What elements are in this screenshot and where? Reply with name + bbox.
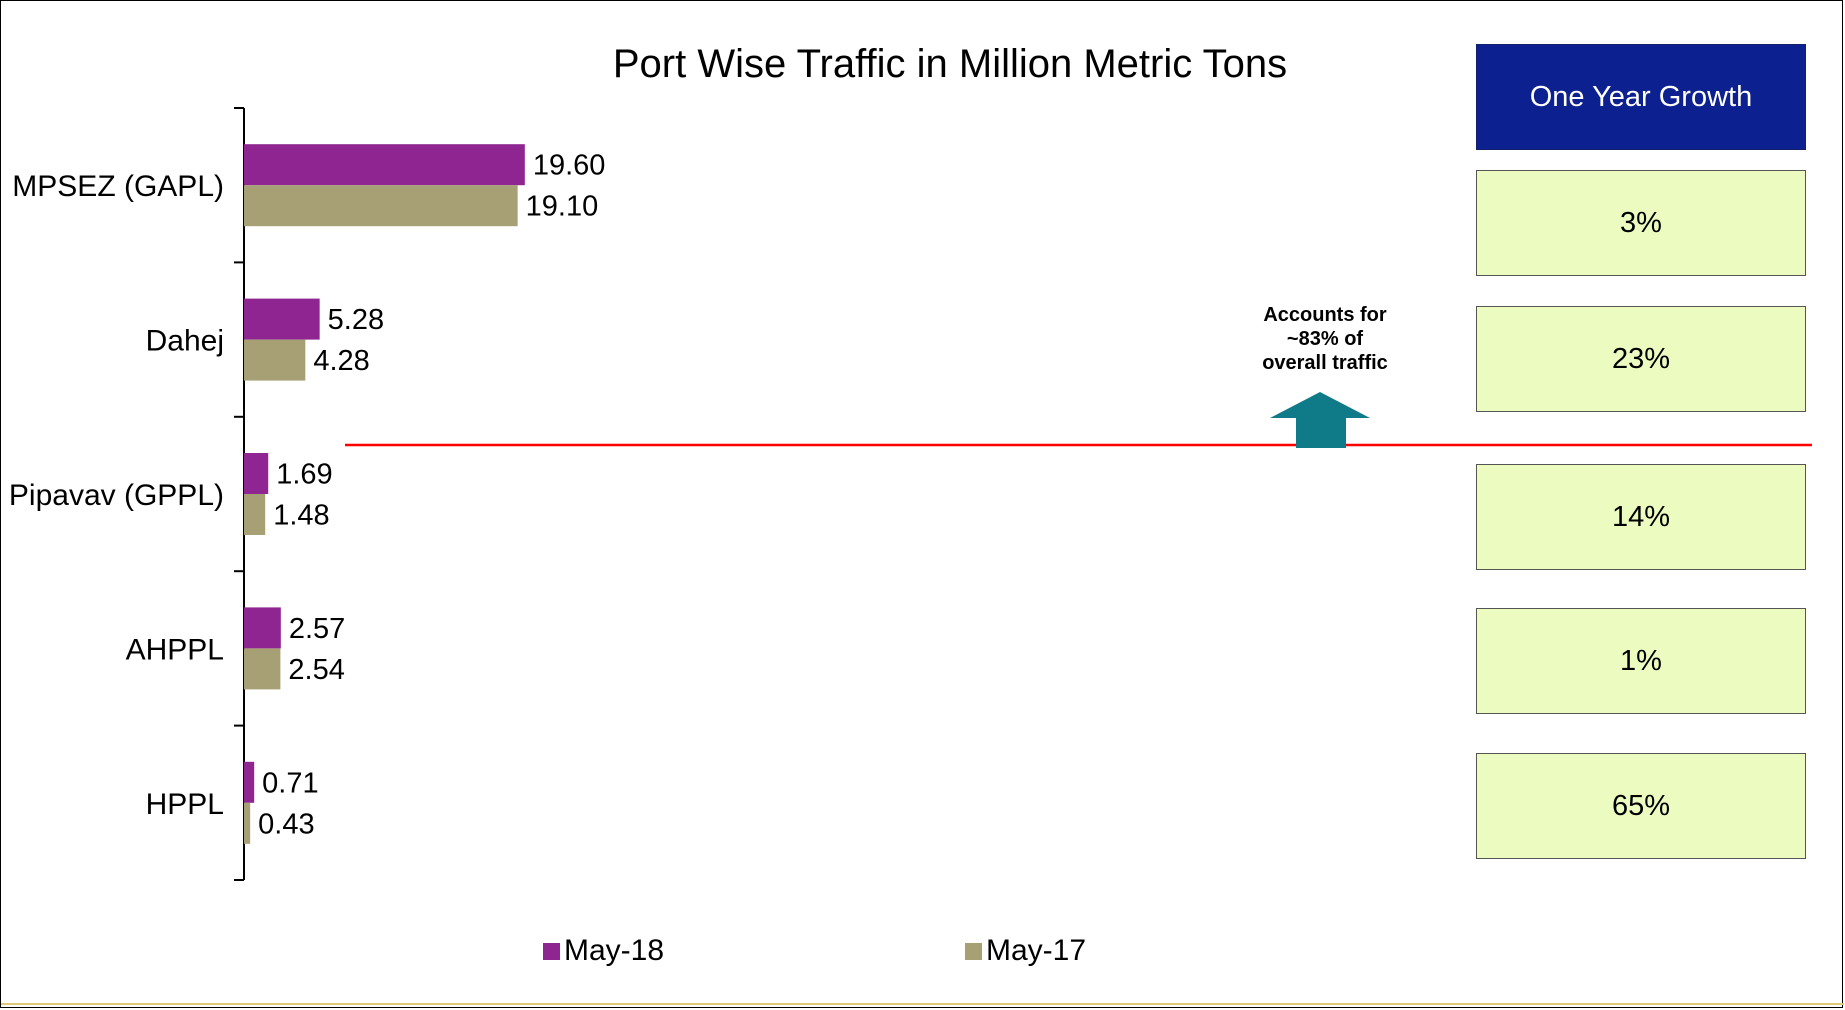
- annotation-line: Accounts for: [1263, 304, 1387, 326]
- growth-value-ahppl: 1%: [1476, 608, 1806, 714]
- up-arrow-icon: [1270, 392, 1370, 448]
- bar-may18: [244, 453, 269, 494]
- bar-may17: [244, 802, 251, 844]
- bar-may18: [244, 761, 255, 803]
- data-label-may18: 5.28: [328, 304, 384, 336]
- growth-value-dahej: 23%: [1476, 306, 1806, 412]
- traffic-share-annotation: Accounts for ~83% of overall traffic: [1230, 303, 1420, 375]
- annotation-line: ~83% of: [1286, 328, 1364, 350]
- data-label-may17: 2.54: [288, 654, 344, 686]
- data-label-may18: 2.57: [289, 613, 345, 645]
- data-label-may18: 1.69: [276, 459, 332, 491]
- bar-may17: [244, 648, 281, 690]
- data-label-may17: 1.48: [273, 500, 329, 532]
- data-label-may17: 19.10: [526, 191, 599, 223]
- legend-swatch-may18: [543, 942, 560, 960]
- chart-legend: May-18 May-17: [0, 934, 1843, 974]
- bar-may17: [244, 185, 518, 227]
- category-label: MPSEZ (GAPL): [12, 170, 224, 203]
- data-label-may17: 4.28: [313, 345, 369, 377]
- legend-label-may18: May-18: [564, 934, 665, 967]
- growth-value-pipavav: 14%: [1476, 464, 1806, 570]
- category-label: HPPL: [146, 788, 224, 821]
- bar-may18: [244, 298, 320, 340]
- data-label-may18: 0.71: [262, 767, 318, 799]
- legend-label-may17: May-17: [986, 934, 1087, 967]
- bar-may18: [244, 607, 281, 649]
- growth-header: One Year Growth: [1476, 44, 1806, 150]
- category-label: Pipavav (GPPL): [9, 479, 224, 512]
- chart-title: Port Wise Traffic in Million Metric Tons: [612, 42, 1288, 86]
- bar-may17: [244, 494, 266, 535]
- data-label-may17: 0.43: [258, 808, 314, 840]
- growth-value-mpsez: 3%: [1476, 170, 1806, 276]
- bar-may17: [244, 339, 306, 381]
- category-label: AHPPL: [126, 633, 224, 666]
- data-label-may18: 19.60: [533, 150, 606, 182]
- legend-item-may17: May-17: [965, 934, 1086, 968]
- category-label: Dahej: [146, 325, 224, 358]
- legend-swatch-may17: [965, 942, 982, 960]
- bar-may18: [244, 144, 525, 186]
- bottom-rule: [1, 1003, 1844, 1005]
- legend-item-may18: May-18: [543, 934, 664, 968]
- annotation-line: overall traffic: [1262, 352, 1388, 374]
- growth-value-hppl: 65%: [1476, 753, 1806, 859]
